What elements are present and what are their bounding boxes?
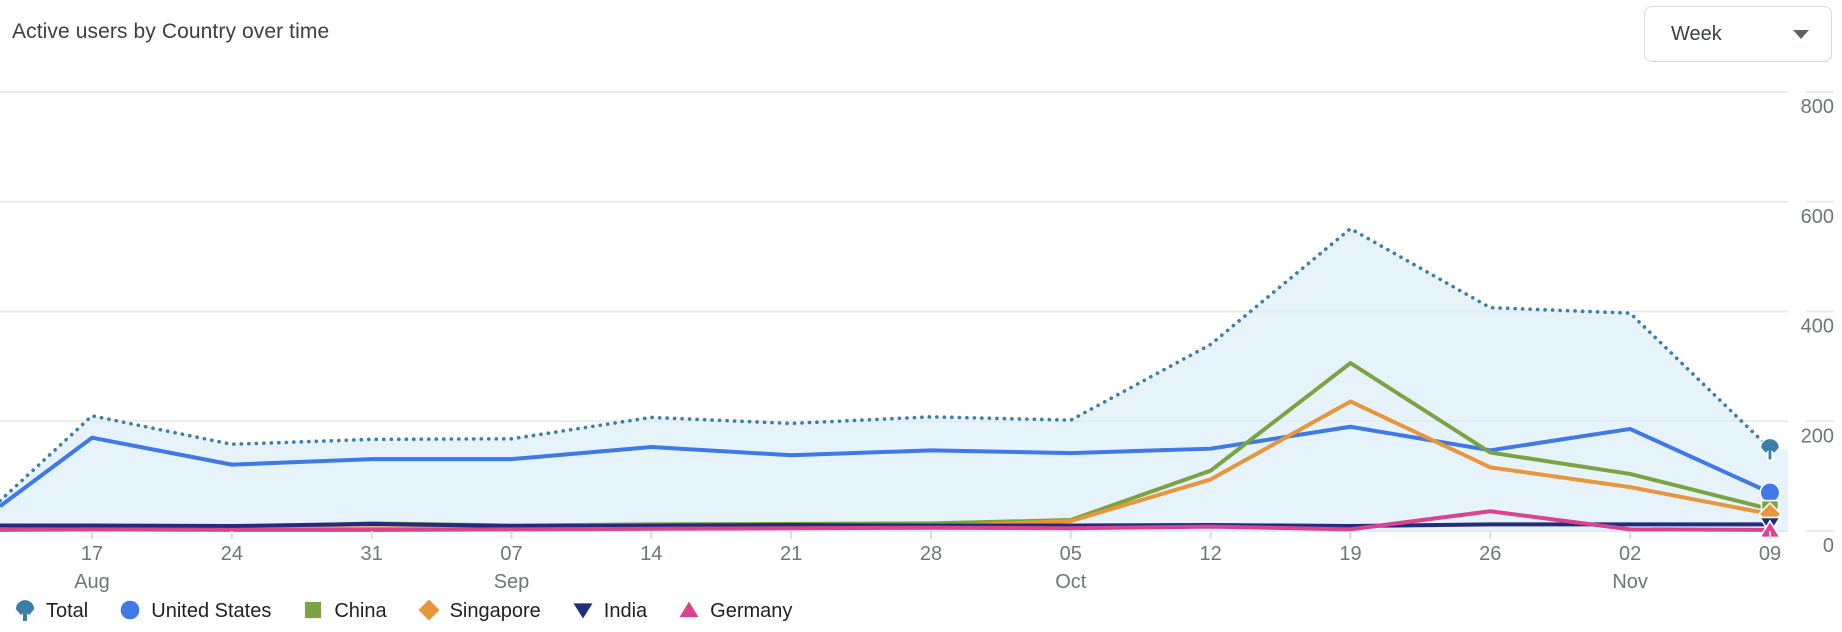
circle-marker-icon — [120, 600, 140, 620]
x-axis-label-day: 12 — [1200, 543, 1222, 565]
x-axis-label-day: 02 — [1619, 543, 1641, 565]
legend-label: United States — [151, 599, 272, 622]
legend-item-total: Total — [13, 598, 88, 624]
x-axis-label-day: 31 — [361, 543, 383, 565]
legend-item-singapore: Singapore — [417, 598, 541, 624]
chart-legend: Total United States China Singapore India Ger… — [13, 598, 792, 624]
card-header: Active users by Country over time Week — [0, 0, 1842, 66]
square-marker-icon — [305, 601, 322, 619]
fan-marker-icon — [15, 600, 35, 622]
x-axis-label-day: 17 — [81, 543, 103, 565]
x-axis-label-day: 26 — [1479, 543, 1501, 565]
x-axis-label-day: 21 — [780, 543, 802, 565]
legend-label: Total — [46, 599, 89, 622]
legend-item-united-states: United States — [118, 598, 271, 624]
y-axis-label: 600 — [1801, 206, 1834, 228]
series-line-india — [0, 521, 1770, 529]
legend-label: Singapore — [449, 599, 541, 622]
series-line-united-states — [0, 424, 1771, 508]
triangle-up-marker-icon — [679, 601, 699, 618]
x-axis-label-month: Nov — [1612, 571, 1648, 593]
legend-label: India — [603, 599, 648, 622]
x-axis-label-day: 09 — [1759, 543, 1781, 565]
series-line-total — [0, 226, 1772, 503]
legend-item-india: India — [571, 598, 647, 624]
series-line-germany — [0, 509, 1770, 532]
granularity-dropdown-value: Week — [1671, 22, 1722, 45]
diamond-marker-icon — [418, 599, 440, 621]
triangle-down-marker-icon — [573, 603, 593, 619]
legend-item-china: China — [301, 598, 387, 624]
y-axis-label: 800 — [1801, 96, 1834, 118]
y-axis-label: 200 — [1801, 425, 1834, 447]
y-axis-label: 400 — [1801, 316, 1834, 338]
granularity-dropdown[interactable]: Week — [1644, 6, 1832, 62]
united-states-end-marker — [1759, 481, 1781, 504]
total-area-fill — [0, 228, 1788, 532]
legend-label: China — [334, 599, 387, 622]
legend-label: Germany — [710, 599, 793, 622]
x-axis-label-month: Oct — [1055, 571, 1087, 593]
x-axis-label-day: 19 — [1339, 543, 1361, 565]
x-axis-label-day: 05 — [1060, 543, 1082, 565]
y-axis-label: 0 — [1823, 535, 1834, 557]
x-axis-label-day: 07 — [500, 543, 522, 565]
x-axis-label-day: 24 — [221, 543, 243, 565]
chart-title: Active users by Country over time — [12, 20, 330, 43]
x-axis-label-day: 28 — [920, 543, 942, 565]
x-axis-label-month: Aug — [74, 571, 110, 593]
total-end-marker — [1759, 437, 1781, 462]
legend-item-germany: Germany — [677, 598, 792, 624]
x-axis-label-day: 14 — [640, 543, 662, 565]
x-axis-label-month: Sep — [494, 571, 530, 593]
chevron-down-icon — [1793, 29, 1809, 39]
